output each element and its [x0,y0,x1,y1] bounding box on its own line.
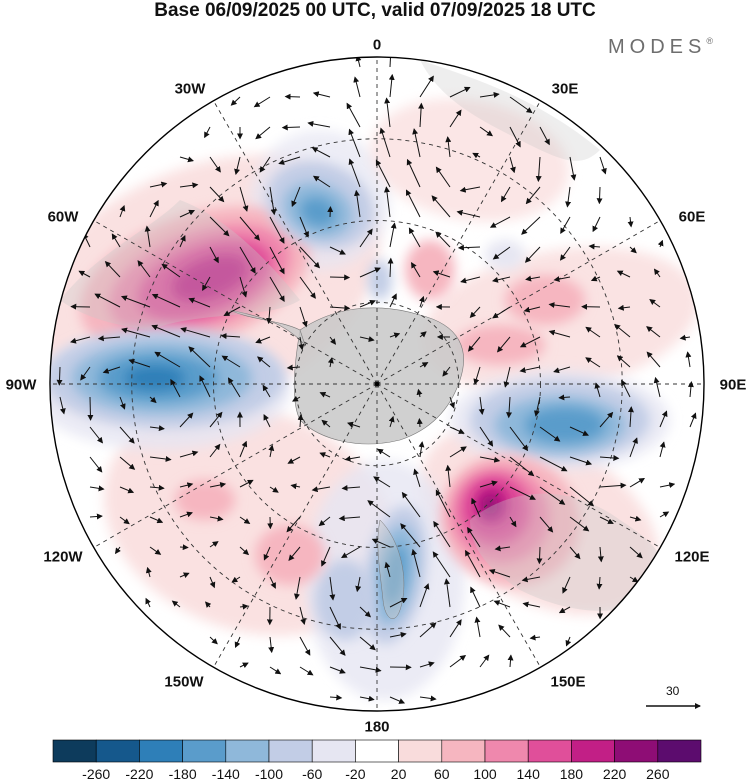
colorbar-label: 260 [646,766,670,782]
lon-label-90e: 90E [719,376,747,394]
lon-label-180: 180 [364,718,390,736]
lon-label-60e: 60E [678,208,706,226]
lon-label-150w: 150W [164,673,204,691]
colorbar-label: 20 [390,766,407,782]
colorbar-label: -260 [82,766,111,782]
lon-label-0: 0 [372,36,382,54]
reference-vector-value: 30 [666,684,680,698]
colorbar [52,739,702,763]
colorbar-label: -220 [125,766,154,782]
lon-label-150e: 150E [550,673,586,691]
colorbar-label: -100 [254,766,284,782]
colorbar-label: 100 [473,766,497,782]
colorbar-label: -20 [345,766,366,782]
map-title: Base 06/09/2025 00 UTC, valid 07/09/2025… [154,0,596,21]
colorbar-label: 180 [559,766,584,782]
colorbar-label: -60 [302,766,323,782]
lon-label-30e: 30E [551,80,579,98]
lon-label-30w: 30W [174,80,206,98]
colorbar-label: 60 [434,766,450,782]
colorbar-label: 140 [516,766,540,782]
south-pole-marker [374,381,380,387]
lon-label-120e: 120E [674,548,710,566]
wind-vectors [56,57,697,704]
lon-label-90w: 90W [5,376,37,394]
colorbar-label: 220 [602,766,627,782]
lon-label-60w: 60W [47,208,79,226]
colorbar-label: -180 [168,766,197,782]
map-frame [49,56,705,712]
lon-label-120w: 120W [43,548,83,566]
modes-logo: MODES® [608,36,713,58]
colorbar-label: -140 [211,766,240,782]
